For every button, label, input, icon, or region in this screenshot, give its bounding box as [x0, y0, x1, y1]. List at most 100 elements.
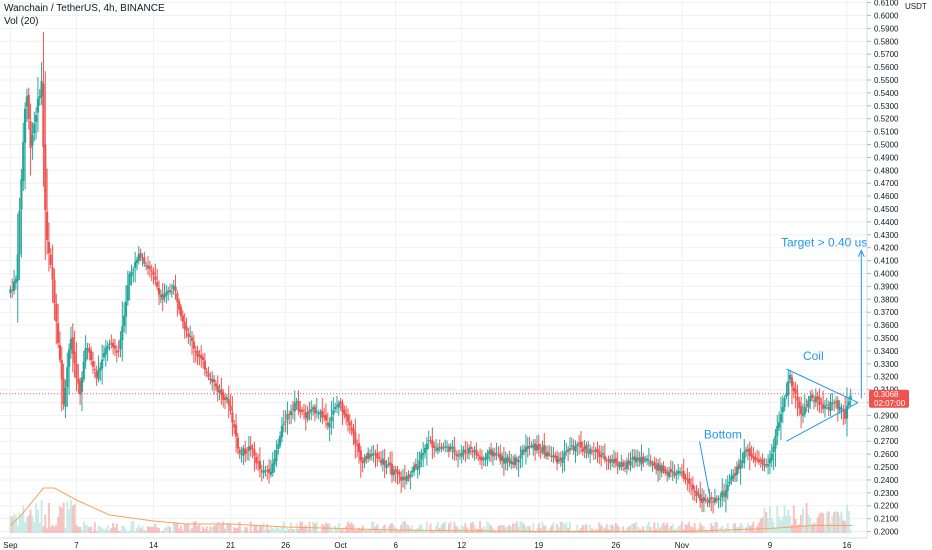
candle-body	[620, 462, 623, 467]
volume-bar	[706, 531, 709, 533]
volume-bar	[207, 530, 210, 533]
price-axis-panel[interactable]	[867, 0, 932, 538]
candle-body	[789, 374, 792, 380]
volume-bar	[757, 522, 760, 533]
candle-body	[308, 410, 311, 414]
candle-body	[80, 377, 84, 392]
volume-bar	[845, 504, 848, 533]
candle-body	[541, 447, 544, 452]
candle-body	[403, 476, 406, 480]
volume-bar	[233, 527, 236, 533]
y-tick-label: 0.4200	[874, 244, 899, 253]
candle-body	[256, 462, 260, 464]
candle-body	[106, 345, 109, 349]
time-axis-panel[interactable]	[0, 538, 932, 550]
candle-body	[746, 449, 750, 452]
candle-body	[68, 349, 71, 368]
candle-body	[267, 468, 271, 473]
candle-body	[231, 412, 234, 423]
candle-body	[277, 444, 280, 450]
candle-body	[192, 341, 195, 349]
candle-body	[629, 461, 632, 466]
x-tick-label: 26	[611, 541, 620, 550]
volume-bar	[196, 525, 199, 533]
candle-body	[669, 468, 672, 472]
volume-bar	[181, 530, 184, 533]
volume-bar	[57, 516, 60, 533]
candle-body	[115, 350, 118, 353]
candle-body	[644, 458, 647, 461]
candle-body	[282, 423, 285, 425]
candle-body	[622, 462, 625, 467]
candle-body	[596, 448, 599, 453]
candle-body	[664, 469, 667, 473]
candle-body	[249, 445, 252, 450]
volume-bar	[145, 530, 148, 533]
symbol-title[interactable]: Wanchain / TetherUS, 4h, BINANCE	[4, 3, 165, 14]
y-tick-label: 0.6000	[874, 11, 899, 20]
candle-body	[183, 321, 186, 329]
volume-bar	[699, 522, 702, 533]
candle-body	[662, 465, 665, 472]
volume-bar	[671, 523, 674, 533]
volume-bar	[13, 514, 16, 533]
volume-bar	[11, 516, 14, 533]
candle-body	[332, 410, 335, 416]
candle-body	[455, 453, 458, 456]
y-tick-label: 0.5700	[874, 50, 899, 59]
candle-body	[834, 401, 838, 403]
volume-bar	[636, 526, 639, 533]
volume-bar	[464, 523, 467, 533]
candle-body	[273, 458, 276, 465]
candle-body	[752, 456, 755, 459]
candle-body	[647, 460, 650, 462]
candle-body	[444, 446, 447, 448]
volume-bar	[557, 527, 560, 533]
volume-bar	[726, 523, 729, 533]
candle-body	[667, 471, 671, 477]
volume-bar	[90, 526, 93, 533]
y-tick-label: 0.2200	[874, 502, 899, 511]
candle-body	[691, 484, 694, 490]
volume-bar	[275, 525, 278, 533]
volume-bar	[317, 531, 320, 533]
y-tick-label: 0.5200	[874, 115, 899, 124]
volume-bar	[447, 523, 450, 533]
volume-bar	[40, 500, 43, 533]
volume-indicator-label[interactable]: Vol (20)	[4, 16, 39, 27]
candle-body	[625, 461, 628, 469]
price-badge: 0.3068 02:07:00	[869, 389, 909, 408]
candle-body	[831, 403, 834, 405]
volume-bar	[391, 523, 394, 533]
candle-body	[557, 460, 561, 462]
candle-body	[200, 355, 203, 359]
candle-body	[678, 471, 682, 473]
candle-body	[233, 424, 236, 428]
volume-bar	[93, 522, 96, 533]
y-tick-label: 0.4400	[874, 218, 899, 227]
candle-body	[79, 381, 82, 395]
volume-bar	[134, 531, 137, 533]
candle-body	[532, 444, 535, 448]
volume-bar	[486, 521, 489, 533]
candle-body	[513, 457, 517, 466]
coil-lower-line	[786, 402, 859, 442]
volume-bar	[25, 516, 28, 533]
volume-bar	[174, 522, 177, 533]
x-tick-label: Sep	[3, 541, 18, 550]
candle-body	[345, 413, 348, 418]
candle-body	[704, 498, 707, 501]
candle-body	[521, 449, 524, 456]
volume-bar	[225, 523, 228, 533]
volume-bar	[812, 522, 815, 533]
candle-body	[653, 461, 656, 466]
candle-body	[767, 464, 770, 467]
volume-bar	[539, 527, 542, 533]
candle-body	[365, 455, 368, 460]
candle-body	[614, 458, 617, 463]
volume-bar	[684, 524, 687, 533]
volume-bar	[79, 526, 82, 533]
y-tick-label: 0.5400	[874, 89, 899, 98]
bottom-arrow	[698, 441, 710, 495]
